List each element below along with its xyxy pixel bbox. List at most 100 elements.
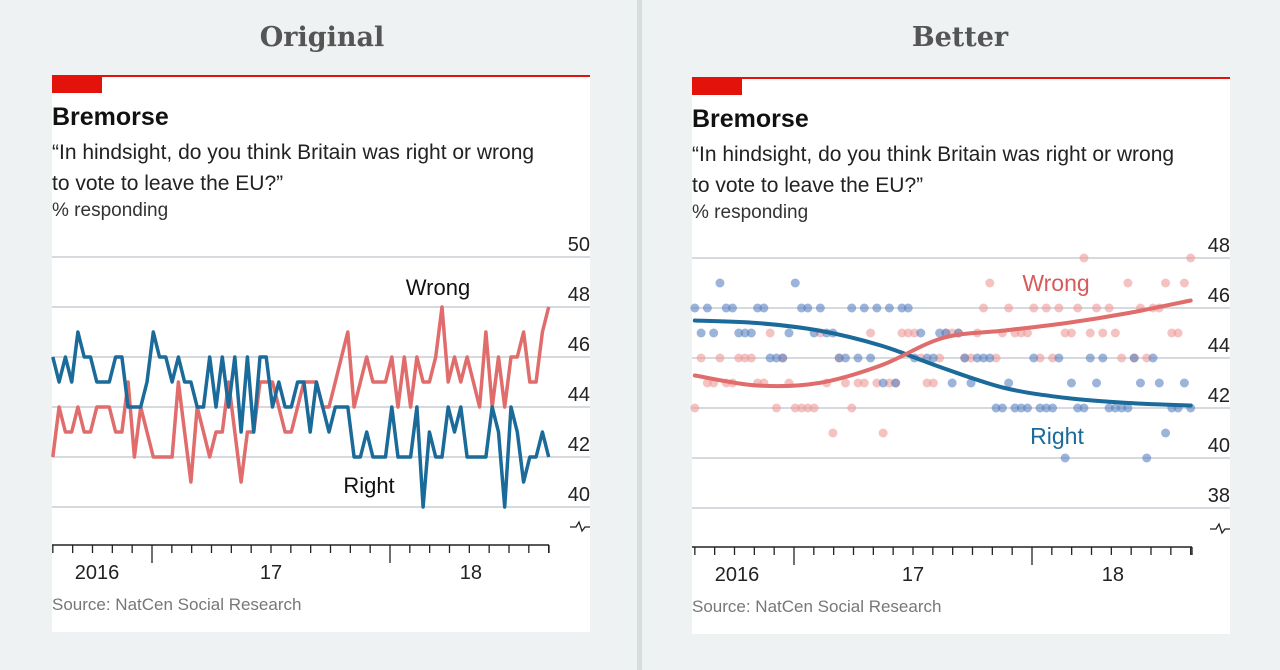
data-point-right: [866, 353, 876, 363]
data-point-wrong: [884, 378, 894, 388]
data-point-right: [947, 378, 957, 388]
data-point-right: [916, 328, 926, 338]
x-tick-label: 2016: [75, 562, 120, 584]
y-tick-label: 44: [1208, 335, 1230, 357]
data-point-right: [803, 303, 813, 313]
data-point-right: [1123, 403, 1133, 413]
data-point-wrong: [1092, 303, 1102, 313]
data-point-right: [1161, 428, 1171, 438]
subtitle-line: “In hindsight, do you think Britain was …: [692, 143, 1175, 166]
data-point-right: [797, 303, 807, 313]
data-point-right: [1073, 403, 1083, 413]
data-point-right: [1035, 403, 1045, 413]
y-tick-label: 46: [1208, 285, 1230, 307]
data-point-wrong: [928, 378, 938, 388]
data-point-right: [840, 353, 850, 363]
data-point-wrong: [1041, 303, 1051, 313]
data-point-wrong: [878, 428, 888, 438]
data-point-wrong: [696, 353, 706, 363]
data-point-right: [1179, 378, 1189, 388]
data-point-wrong: [690, 403, 700, 413]
data-point-right: [1066, 378, 1076, 388]
trend-line-right: [692, 318, 1193, 408]
data-point-right: [985, 353, 995, 363]
label-right: Right: [1030, 423, 1084, 449]
data-point-right: [891, 378, 901, 388]
y-tick-label: 44: [568, 384, 590, 406]
y-tick-label: 42: [568, 434, 590, 456]
data-point-wrong: [847, 403, 857, 413]
data-point-wrong: [903, 328, 913, 338]
divider: [637, 0, 642, 670]
data-point-wrong: [1048, 353, 1058, 363]
data-point-right: [721, 303, 731, 313]
data-point-right: [1022, 403, 1032, 413]
data-point-right: [878, 378, 888, 388]
data-point-wrong: [985, 278, 995, 288]
data-point-wrong: [866, 328, 876, 338]
series-line-wrong: [51, 305, 551, 484]
red-tag: [52, 75, 102, 93]
chart-subtitle: “In hindsight, do you think Britain was …: [52, 137, 590, 199]
panel-original: Bremorse “In hindsight, do you think Bri…: [52, 75, 590, 632]
chart-subtitle: “In hindsight, do you think Britain was …: [692, 139, 1230, 201]
chart-title: Bremorse: [52, 103, 169, 131]
data-point-wrong: [1167, 328, 1177, 338]
data-point-right: [727, 303, 737, 313]
data-point-wrong: [935, 353, 945, 363]
source: Source: NatCen Social Research: [52, 595, 302, 614]
data-point-wrong: [1142, 353, 1152, 363]
data-point-right: [715, 278, 725, 288]
y-tick-label: 40: [1208, 435, 1230, 457]
data-point-right: [991, 403, 1001, 413]
subtitle-line: “In hindsight, do you think Britain was …: [52, 141, 535, 164]
data-point-right: [960, 353, 970, 363]
data-point-right: [859, 303, 869, 313]
y-tick-label: 46: [568, 334, 590, 356]
data-point-wrong: [1073, 303, 1083, 313]
unit-label: % responding: [692, 202, 809, 223]
y-tick-label: 48: [568, 284, 590, 306]
data-point-right: [928, 353, 938, 363]
data-point-wrong: [734, 353, 744, 363]
data-point-right: [1054, 353, 1064, 363]
data-point-right: [734, 328, 744, 338]
data-point-right: [834, 353, 844, 363]
axis-break-icon: [570, 520, 590, 533]
data-point-wrong: [966, 353, 976, 363]
data-point-right: [1016, 403, 1026, 413]
chart-original: 40 42 44 46 48 50 2016 17 18: [51, 234, 590, 584]
data-point-wrong: [1117, 353, 1127, 363]
data-point-right: [771, 353, 781, 363]
data-point-right: [1148, 353, 1158, 363]
red-rule: [52, 75, 590, 77]
data-point-wrong: [765, 328, 775, 338]
data-point-wrong: [859, 378, 869, 388]
data-point-wrong: [910, 328, 920, 338]
x-tick-label: 18: [460, 562, 482, 584]
data-point-right: [765, 353, 775, 363]
data-point-right: [966, 378, 976, 388]
data-point-wrong: [979, 303, 989, 313]
header-better: Better: [911, 22, 1009, 53]
data-point-right: [1142, 453, 1152, 463]
data-point-right: [1010, 403, 1020, 413]
data-point-wrong: [1066, 328, 1076, 338]
data-point-right: [935, 328, 945, 338]
data-point-right: [1079, 403, 1089, 413]
data-point-right: [979, 353, 989, 363]
data-point-right: [1129, 353, 1139, 363]
series-line-right: [51, 330, 551, 509]
data-point-right: [1104, 403, 1114, 413]
header-original: Original: [259, 22, 385, 53]
data-point-right: [1135, 378, 1145, 388]
data-point-right: [778, 353, 788, 363]
data-point-wrong: [1004, 303, 1014, 313]
data-point-wrong: [840, 378, 850, 388]
y-tick-label: 40: [568, 484, 590, 506]
data-point-right: [1117, 403, 1127, 413]
data-point-wrong: [1186, 253, 1196, 263]
data-point-wrong: [1029, 303, 1039, 313]
data-point-wrong: [1098, 328, 1108, 338]
data-point-right: [872, 303, 882, 313]
